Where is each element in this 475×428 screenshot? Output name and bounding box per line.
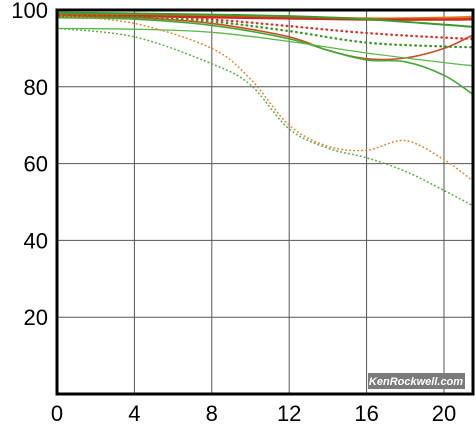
series-line-6 <box>56 27 474 67</box>
grid <box>57 10 473 394</box>
series-line-2 <box>55 14 475 21</box>
y-tick-label: 100 <box>11 0 48 23</box>
tick-labels: 20 40 60 80 100 0 4 8 12 16 20 <box>11 0 456 426</box>
x-tick-label: 20 <box>432 401 456 426</box>
series-line-3 <box>56 11 474 28</box>
plot-frame <box>55 8 475 396</box>
x-tick-label: 4 <box>128 401 140 426</box>
series-line-5 <box>56 16 474 96</box>
y-tick-label: 40 <box>24 228 48 253</box>
series-line-10 <box>56 27 474 207</box>
watermark-background <box>368 373 465 389</box>
x-tick-label: 16 <box>354 401 378 426</box>
series-line-9 <box>56 15 474 182</box>
x-tick-label: 0 <box>51 401 63 426</box>
x-tick-label: 12 <box>277 401 301 426</box>
y-tick-label: 60 <box>24 152 48 177</box>
watermark: KenRockwell.com <box>368 373 465 389</box>
watermark-text: KenRockwell.com <box>369 376 463 388</box>
series-group <box>55 11 475 207</box>
y-tick-label: 20 <box>24 305 48 330</box>
x-tick-label: 8 <box>206 401 218 426</box>
y-tick-label: 80 <box>24 75 48 100</box>
